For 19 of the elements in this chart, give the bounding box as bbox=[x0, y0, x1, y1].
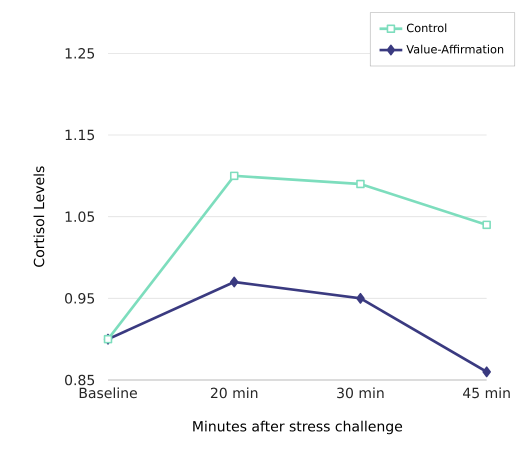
point bbox=[356, 180, 365, 188]
legend-label: Value-Affirmation bbox=[406, 44, 504, 54]
x-axis-title: Minutes after stress challenge bbox=[193, 420, 402, 434]
x-tick-label: 45 min bbox=[463, 387, 510, 398]
x-tick-label: 30 min bbox=[337, 387, 384, 398]
y-axis-title: Cortisol Levels bbox=[33, 166, 44, 267]
legend-label: Control bbox=[406, 23, 446, 32]
point bbox=[482, 366, 491, 378]
point bbox=[356, 292, 365, 304]
y-tick-label: 1.25 bbox=[66, 48, 94, 59]
point bbox=[230, 276, 239, 288]
y-tick-label: 1.15 bbox=[66, 130, 94, 140]
point bbox=[482, 220, 491, 230]
point bbox=[230, 172, 238, 180]
y-tick-label: 0.85 bbox=[65, 374, 94, 386]
x-tick-label: 20 min bbox=[210, 387, 258, 398]
y-tick-label: 1.05 bbox=[66, 211, 94, 222]
y-tick-label: 0.95 bbox=[65, 293, 94, 304]
x-tick-label: Baseline bbox=[80, 387, 137, 398]
